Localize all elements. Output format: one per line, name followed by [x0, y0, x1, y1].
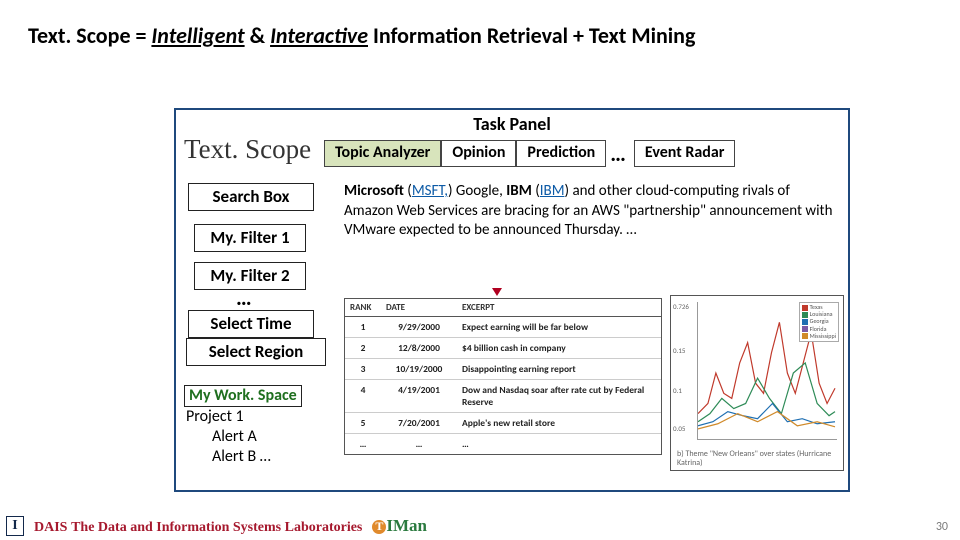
- tab-opinion[interactable]: Opinion: [441, 140, 516, 167]
- ytick: 0.05: [673, 424, 685, 433]
- page-number: 30: [936, 520, 948, 534]
- workspace-alert-b[interactable]: Alert B …: [184, 447, 334, 467]
- col-rank: RANK: [345, 299, 381, 317]
- table-row[interactable]: 44/19/2001Dow and Nasdaq soar after rate…: [345, 380, 661, 413]
- app-frame: Text. Scope Task Panel Topic Analyzer Op…: [174, 108, 850, 492]
- table-row[interactable]: ………: [345, 434, 661, 455]
- dais-logo: DAIS The Data and Information Systems La…: [34, 517, 362, 536]
- tab-event-radar[interactable]: Event Radar: [634, 140, 736, 167]
- workspace-alert-a[interactable]: Alert A: [184, 427, 334, 447]
- tab-topic-analyzer[interactable]: Topic Analyzer: [324, 140, 441, 167]
- workspace-title: My Work. Space: [184, 385, 302, 407]
- link-ibm[interactable]: IBM: [540, 182, 565, 200]
- task-panel-label: Task Panel: [473, 113, 551, 135]
- col-date: DATE: [381, 299, 457, 317]
- illinois-logo-icon: I: [6, 516, 24, 536]
- chart-legend: TexasLouisianaGeorgiaFloridaMississippi: [799, 302, 839, 342]
- my-filter-1[interactable]: My. Filter 1: [194, 224, 306, 252]
- timan-logo: IMan: [372, 516, 427, 536]
- sidebar-ellipsis: …: [236, 284, 252, 311]
- table-row[interactable]: 57/20/2001Apple's new retail store: [345, 413, 661, 434]
- results-table: RANK DATE EXCERPT 19/29/2000Expect earni…: [344, 298, 662, 455]
- tab-ellipsis: …: [606, 148, 628, 159]
- task-tabs: Topic Analyzer Opinion Prediction … Even…: [324, 140, 735, 167]
- select-time[interactable]: Select Time: [188, 310, 314, 338]
- app-brand: Text. Scope: [184, 134, 311, 165]
- tab-prediction[interactable]: Prediction: [516, 140, 606, 167]
- link-msft[interactable]: MSFT,: [412, 182, 448, 200]
- table-row[interactable]: 212/8/2000$4 billion cash in company: [345, 338, 661, 359]
- slide-title: Text. Scope = Intelligent & Interactive …: [28, 22, 695, 49]
- topic-chart: 0.726 0.15 0.1 0.05 TexasLouisianaGeorgi…: [670, 295, 844, 471]
- select-region[interactable]: Select Region: [186, 338, 326, 366]
- col-excerpt: EXCERPT: [457, 299, 661, 317]
- ytick: 0.726: [673, 302, 689, 311]
- workspace-project[interactable]: Project 1: [184, 407, 334, 427]
- footer-logos: I DAIS The Data and Information Systems …: [6, 516, 427, 536]
- ytick: 0.15: [673, 346, 685, 355]
- table-row[interactable]: 310/19/2000Disappointing earning report: [345, 359, 661, 380]
- article-blurb: Microsoft (MSFT,) Google, IBM (IBM) and …: [344, 182, 834, 241]
- search-box[interactable]: Search Box: [188, 183, 314, 211]
- timan-icon: [372, 520, 386, 534]
- chart-caption: b) Theme "New Orleans" over states (Hurr…: [677, 450, 839, 468]
- marker-icon: [492, 288, 502, 296]
- workspace-panel: My Work. Space Project 1 Alert A Alert B…: [184, 385, 334, 467]
- ytick: 0.1: [673, 386, 682, 395]
- table-row[interactable]: 19/29/2000Expect earning will be far bel…: [345, 317, 661, 338]
